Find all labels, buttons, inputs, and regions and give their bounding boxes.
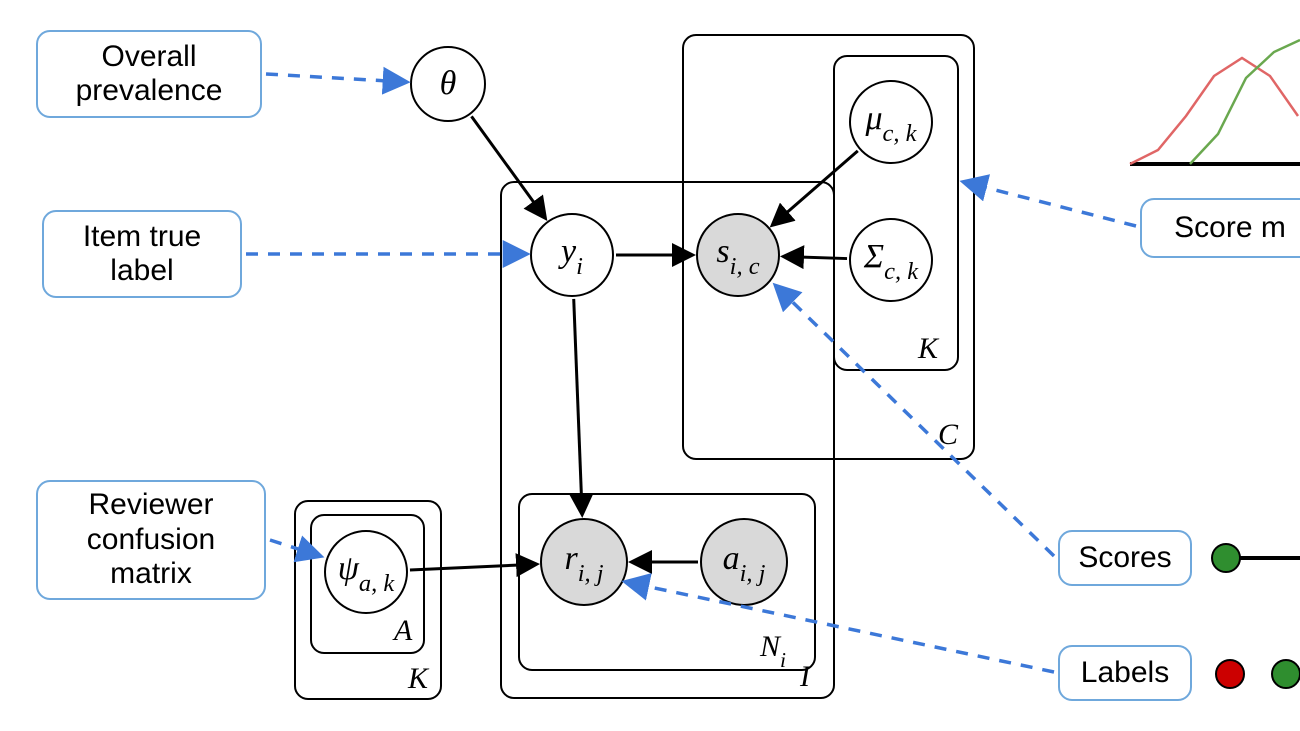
label-text: Labels (1081, 656, 1169, 691)
node-rij: ri, j (540, 518, 628, 606)
node-symbol: si, c (716, 233, 759, 277)
node-symbol: ai, j (723, 540, 766, 584)
plate-label-Ni: Ni (760, 630, 786, 669)
mini-chart (1130, 40, 1300, 164)
node-psi: ψa, k (324, 530, 408, 614)
node-sic: si, c (696, 213, 780, 297)
label-scores: Scores (1058, 530, 1192, 586)
legend (1212, 544, 1300, 688)
plate-label-K1: K (918, 332, 938, 366)
node-symbol: ψa, k (338, 550, 394, 594)
node-symbol: μc, k (865, 100, 916, 144)
label-text: Scores (1078, 541, 1171, 576)
plate-label-C: C (938, 418, 958, 452)
label-labels: Labels (1058, 645, 1192, 701)
node-aij: ai, j (700, 518, 788, 606)
node-mu: μc, k (849, 80, 933, 164)
label-text: Score m (1174, 211, 1286, 246)
node-sigma: Σc, k (849, 218, 933, 302)
label-text: Reviewer confusion matrix (56, 488, 246, 592)
label-item-true-label: Item true label (42, 210, 242, 298)
label-overall-prevalence: Overall prevalence (36, 30, 262, 118)
node-symbol: yi (561, 233, 583, 277)
label-score-m: Score m (1140, 198, 1300, 258)
node-symbol: Σc, k (864, 238, 918, 282)
plate-label-A: A (394, 614, 412, 648)
label-text: Overall prevalence (56, 40, 242, 109)
node-symbol: ri, j (564, 540, 603, 584)
plate-label-I: I (800, 660, 810, 694)
label-text: Item true label (62, 220, 222, 289)
node-theta: θ (410, 46, 486, 122)
node-symbol: θ (440, 65, 457, 103)
plate-label-K2: K (408, 662, 428, 696)
node-yi: yi (530, 213, 614, 297)
label-reviewer-confusion: Reviewer confusion matrix (36, 480, 266, 600)
